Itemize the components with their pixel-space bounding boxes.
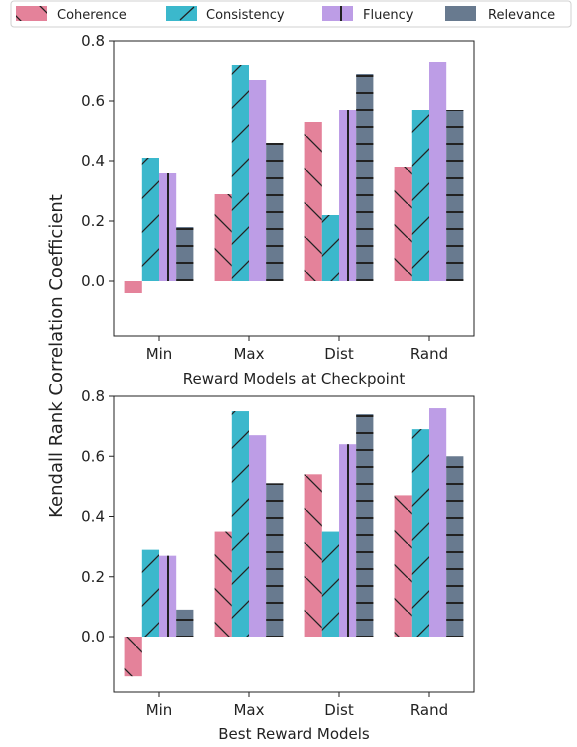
bar-hatch-consistency-dist — [321, 531, 339, 637]
legend-swatch-fluency — [322, 6, 353, 21]
bar-hatch-consistency-min — [141, 549, 159, 637]
bar-hatch-coherence-max — [214, 194, 232, 281]
legend-item-fluency: Fluency — [322, 6, 414, 23]
bar-hatch-relevance-min — [176, 609, 194, 637]
y-tick-label: 0.2 — [81, 212, 105, 230]
bar-hatch-relevance-rand — [446, 456, 464, 637]
legend-item-consistency: Consistency — [166, 6, 285, 23]
bar-hatch-coherence-min — [124, 281, 142, 293]
x-tick-label: Dist — [324, 701, 354, 719]
bar-hatch-fluency-max — [249, 435, 267, 637]
y-tick-label: 0.6 — [81, 92, 105, 110]
bar-hatch-consistency-rand — [411, 429, 429, 637]
bar-hatch-coherence-min — [124, 637, 142, 677]
x-tick-label: Max — [233, 701, 264, 719]
legend-swatch-consistency — [166, 6, 197, 21]
bar-hatch-fluency-dist — [339, 110, 357, 281]
legend-label-consistency: Consistency — [206, 8, 285, 23]
bar-hatch-consistency-max — [231, 411, 249, 637]
legend-item-relevance: Relevance — [445, 6, 555, 23]
y-tick-label: 0.8 — [81, 32, 105, 50]
bar-hatch-fluency-rand — [429, 408, 447, 637]
y-tick-label: 0.0 — [81, 628, 105, 646]
y-tick-label: 0.0 — [81, 272, 105, 290]
bar-hatch-relevance-max — [266, 483, 284, 637]
bar-hatch-fluency-dist — [339, 444, 357, 637]
x-tick-label: Rand — [410, 701, 448, 719]
legend-label-relevance: Relevance — [488, 8, 555, 23]
legend-frame — [10, 0, 572, 28]
y-tick-label: 0.6 — [81, 447, 105, 465]
bar-hatch-coherence-max — [214, 531, 232, 637]
x-tick-label: Dist — [324, 345, 354, 363]
bar-hatch-relevance-dist — [356, 414, 374, 637]
x-axis-label: Reward Models at Checkpoint — [183, 370, 406, 388]
bar-hatch-relevance-max — [266, 143, 284, 281]
x-tick-label: Rand — [410, 345, 448, 363]
legend-item-coherence: Coherence — [16, 6, 127, 23]
x-tick-label: Min — [146, 345, 173, 363]
bar-hatch-consistency-min — [141, 158, 159, 281]
bar-hatch-fluency-max — [249, 80, 267, 281]
x-tick-label: Min — [146, 701, 173, 719]
bar-hatch-coherence-dist — [304, 474, 322, 637]
legend-swatch-consistency-hatch — [179, 6, 195, 21]
bar-hatch-coherence-dist — [304, 122, 322, 281]
legend: Coherence Consistency Fluency Relevance — [10, 0, 572, 28]
y-tick-label: 0.2 — [81, 568, 105, 586]
legend-label-coherence: Coherence — [57, 8, 127, 23]
bar-hatch-consistency-dist — [321, 215, 339, 281]
y-tick-label: 0.4 — [81, 508, 105, 526]
x-axis-label: Best Reward Models — [218, 725, 370, 743]
bar-hatch-coherence-rand — [394, 167, 412, 281]
legend-swatch-relevance — [445, 6, 476, 21]
legend-label-fluency: Fluency — [363, 8, 414, 23]
x-tick-label: Max — [233, 345, 264, 363]
bar-hatch-relevance-rand — [446, 110, 464, 281]
y-tick-label: 0.4 — [81, 152, 105, 170]
bottom-panel: 0.0 0.2 0.4 0.6 0.8 Min Max Dist Rand Best Reward… — [81, 387, 475, 743]
bar-hatch-fluency-min — [159, 555, 177, 637]
bar-hatch-coherence-rand — [394, 495, 412, 637]
bar-hatch-consistency-max — [231, 65, 249, 281]
bar-hatch-relevance-min — [176, 227, 194, 281]
bar-hatch-consistency-rand — [411, 110, 429, 281]
bar-hatch-relevance-dist — [356, 74, 374, 281]
bar-hatch-fluency-min — [159, 173, 177, 281]
legend-swatch-coherence-hatch — [16, 6, 47, 21]
bar-hatch-fluency-rand — [429, 62, 447, 281]
y-axis-label: Kendall Rank Correlation Coefficient — [46, 194, 67, 518]
y-tick-label: 0.8 — [81, 387, 105, 405]
